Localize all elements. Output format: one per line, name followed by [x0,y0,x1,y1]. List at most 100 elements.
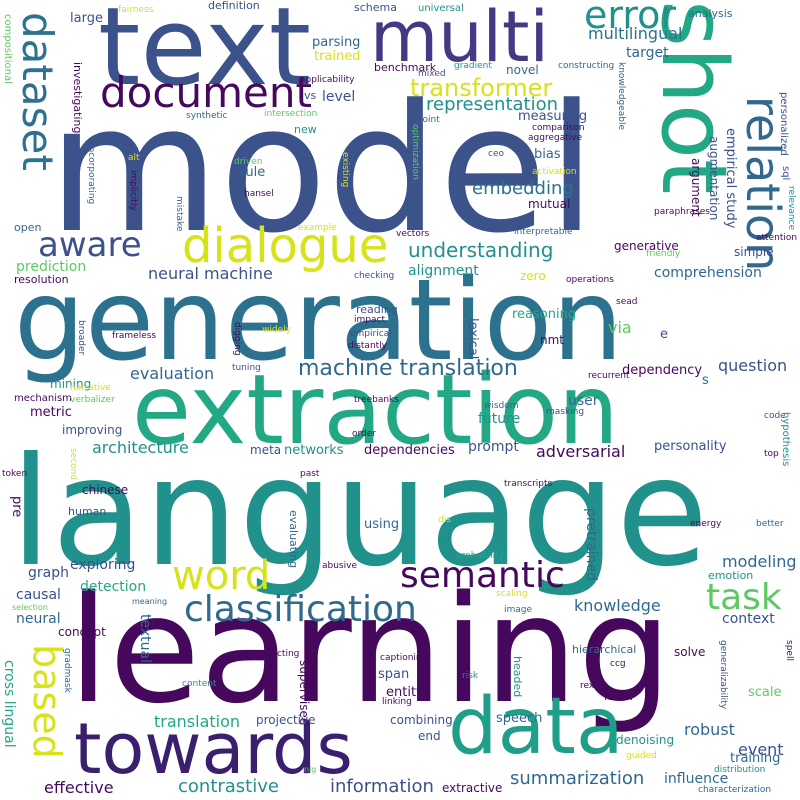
word-applicability: applicability [300,75,355,85]
word-broader: broader [76,320,86,356]
word-argument: argument [689,158,703,217]
word-denoising: denoising [616,733,675,747]
word-textual: textual [137,614,153,663]
word-empirical: empirical [350,329,392,339]
word-impact: impact [354,315,385,325]
word-aggregative: aggregative [528,133,583,143]
word-generalizability: generalizability [718,640,728,710]
word-training: training [730,751,781,766]
word-large: large [70,11,103,26]
word-past: past [300,469,320,479]
word-spell: spell [784,640,794,661]
word-transformer: transformer [410,74,553,102]
word-summarization: summarization [510,768,645,789]
word-dis: dis [438,515,451,525]
word-meaning: meaning [132,597,168,606]
word-classification: classification [184,589,417,630]
word-verbalizer: verbalizer [70,395,115,405]
word-networks: networks [284,443,344,458]
word-prediction: prediction [16,259,87,275]
word-representation: representation [426,94,559,115]
word-driven: driven [234,157,263,167]
word-wisdom: wisdom [484,401,519,411]
word-data: data [448,682,624,772]
word-novel: novel [506,63,539,77]
word-aware: aware [38,225,142,265]
word-graph: graph [28,565,69,581]
word-generative: generative [614,239,679,253]
word-sql: sql [780,166,791,181]
word-cross-lingual: cross lingual [1,660,17,748]
word-simple: simple [734,245,774,259]
word-context: context [722,611,775,627]
word-definition: definition [208,0,260,12]
word-solve: solve [674,645,706,659]
word-contrastive: contrastive [178,776,279,797]
word-ccg: ccg [610,659,626,669]
word-shot: shot [641,0,746,195]
word-investigating: investigating [71,62,84,134]
word-mutual: mutual [528,197,571,211]
word-captioning: captioning [380,653,428,663]
word-risk: risk [462,671,479,681]
word-s: s [702,373,709,388]
word-paraphrases: paraphrases [654,207,710,217]
word-knowledge: knowledge [574,596,661,615]
word-recurrent: recurrent [588,371,630,381]
word-detection: detection [80,579,147,595]
word-generation: generation [14,256,624,386]
word-reasoning: reasoning [512,307,577,322]
word-translation: translation [154,712,241,731]
word-distribution: distribution [714,765,766,775]
word-optimization: optimization [410,124,420,180]
word-hansel: hansel [244,189,274,199]
word-vs: vs [304,89,317,102]
word-parsing: parsing [312,35,361,50]
word-document: document [100,68,312,117]
word-abusive: abusive [322,561,357,571]
word-nlg: nlg [304,765,317,774]
word-code: code [764,411,786,421]
word-neural: neural [16,611,61,627]
word-token: token [2,469,28,479]
word-relevance: relevance [786,186,796,231]
word-model: model [48,67,597,272]
word-top: top [764,449,779,459]
word-mistake: mistake [174,196,184,232]
word-entity: entity [386,685,424,700]
word-metric: metric [30,405,72,420]
word-characterization: characterization [698,785,772,795]
word-gradmask: gradmask [62,648,72,693]
word-measuring: measuring [518,109,588,124]
word-question: question [718,356,788,375]
word-new: new [294,123,317,136]
word-multilingual: multilingual [588,24,683,43]
word-interpretable: interpretable [514,227,573,237]
word-example: example [298,223,337,233]
word-vectors: vectors [396,229,430,239]
word-extractive: extractive [442,781,503,795]
word-towards: towards [74,708,353,790]
word-relation: relation [736,96,790,272]
word-learning: learning [68,564,672,736]
word-frameless: frameless [112,331,157,341]
word-emotion: emotion [708,569,754,582]
word-e: e [660,327,668,342]
word-projective: projective [256,713,316,727]
word-alignment: alignment [408,263,479,279]
word-exploring: exploring [70,557,136,573]
word-influence: influence [664,771,729,787]
word-level: level [322,89,356,105]
word-empirical-study: empirical study [723,128,738,229]
word-text: text [98,0,312,110]
word-fairness: fairness [118,5,154,15]
word-checking: checking [354,271,395,281]
word-sead: sead [616,297,638,307]
word-digging: digging [232,322,242,356]
word-personalized: personalized [778,92,789,156]
word-extraction: extraction [132,354,619,466]
word-effective: effective [44,778,114,797]
word-predicting: predicting [254,649,300,659]
word-pretrained: pretrained [583,508,599,582]
word-narrative: narrative [70,383,111,393]
